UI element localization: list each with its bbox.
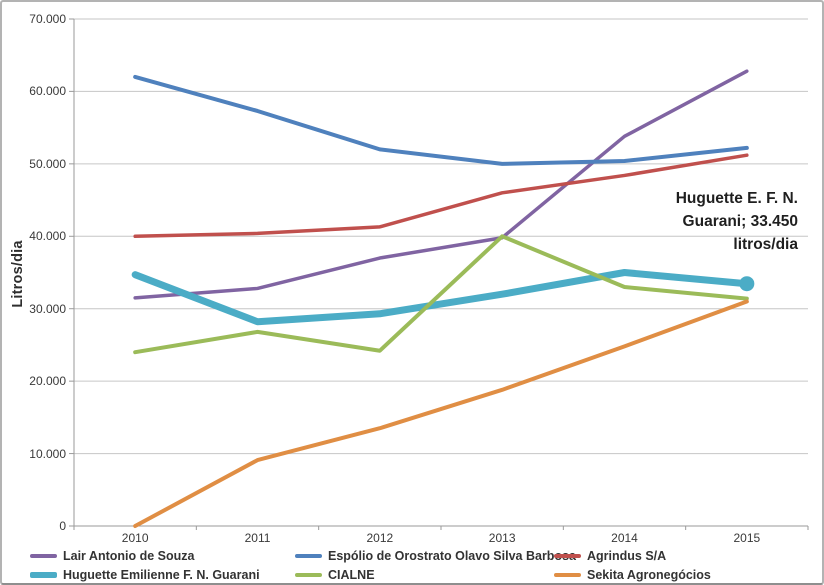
- legend-swatch: [30, 572, 57, 578]
- series-line: [133, 74, 749, 166]
- legend-label: Huguette Emilienne F. N. Guarani: [63, 568, 260, 582]
- legend-label: CIALNE: [328, 568, 375, 582]
- y-axis-tick-label: 70.000: [29, 12, 66, 26]
- annotation-line-2: Guarani; 33.450: [682, 213, 798, 230]
- legend-swatch: [554, 554, 581, 558]
- x-axis-tick-label: 2011: [244, 531, 271, 545]
- legend-swatch: [30, 554, 57, 558]
- legend-swatch: [295, 573, 322, 577]
- legend-label: Espólio de Orostrato Olavo Silva Barbosa: [328, 549, 576, 563]
- y-axis-tick-label: 40.000: [29, 229, 66, 244]
- annotation-line-1: Huguette E. F. N.: [675, 190, 798, 207]
- series-data-label: Huguette E. F. N. Guarani; 33.450 litros…: [676, 187, 798, 256]
- x-axis-tick-label: 2015: [733, 531, 761, 545]
- x-axis-tick-label: 2010: [121, 531, 149, 545]
- x-axis-tick-label: 2013: [488, 531, 516, 545]
- series-line: [131, 269, 751, 326]
- legend-label: Sekita Agronegócios: [587, 568, 711, 582]
- legend-item: Sekita Agronegócios: [554, 566, 711, 583]
- x-axis-tick-label: 2014: [611, 531, 638, 545]
- legend-item: Huguette Emilienne F. N. Guarani: [30, 566, 260, 583]
- legend-swatch: [554, 573, 581, 577]
- legend-item: Lair Antonio de Souza: [30, 547, 194, 565]
- annotation-line-3: litros/dia: [733, 236, 798, 253]
- legend-item: Agrindus S/A: [554, 547, 666, 565]
- y-axis-tick-label: 0: [59, 519, 66, 533]
- series-end-marker: [739, 276, 755, 292]
- y-axis-tick-label: 20.000: [29, 374, 66, 389]
- y-axis-title: Litros/dia: [10, 240, 26, 308]
- x-axis-tick-label: 2012: [366, 531, 394, 545]
- series-line: [133, 153, 749, 239]
- y-axis-tick-label: 10.000: [29, 446, 66, 461]
- legend-item: Espólio de Orostrato Olavo Silva Barbosa: [295, 547, 576, 565]
- legend-item: CIALNE: [295, 566, 375, 583]
- legend-label: Agrindus S/A: [587, 549, 667, 563]
- series-line: [133, 69, 749, 300]
- y-axis-tick-label: 60.000: [29, 84, 66, 99]
- y-axis-tick-label: 30.000: [29, 301, 66, 316]
- series-line: [133, 234, 749, 355]
- y-axis-tick-label: 50.000: [29, 156, 66, 171]
- series-line: [133, 299, 749, 528]
- legend-swatch: [295, 554, 322, 558]
- legend-label: Lair Antonio de Souza: [63, 549, 195, 563]
